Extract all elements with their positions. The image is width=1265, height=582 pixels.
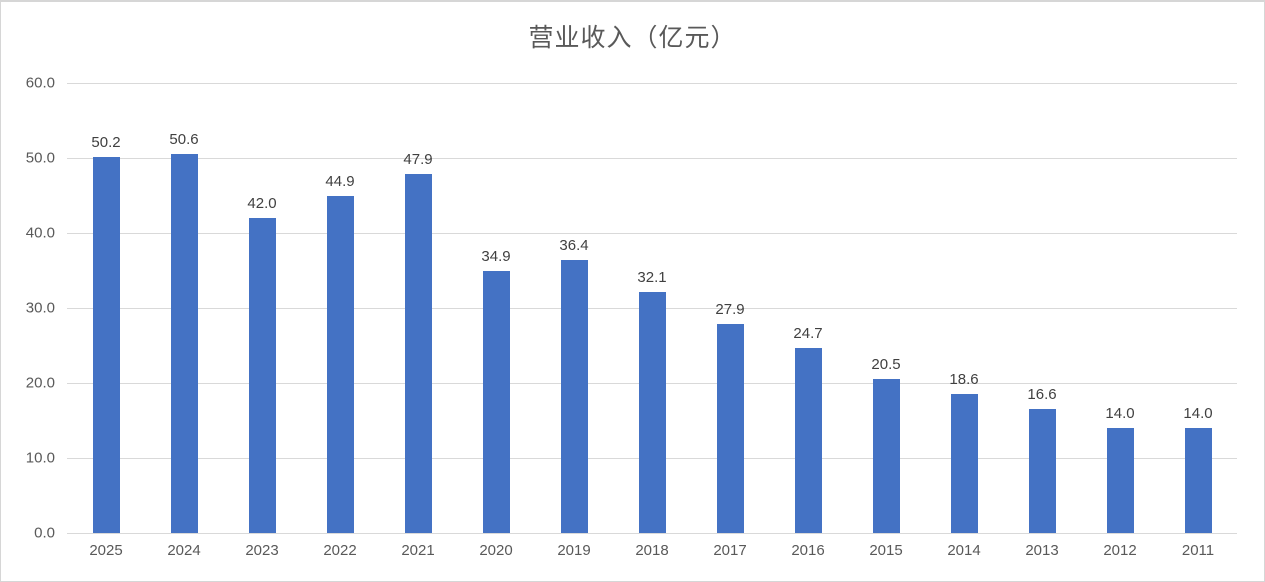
bar bbox=[638, 292, 666, 533]
x-axis-tick-label: 2024 bbox=[167, 542, 201, 559]
bar-group: 50.6 bbox=[145, 83, 223, 533]
bar-value-label: 47.9 bbox=[403, 150, 433, 168]
bar-group: 20.5 bbox=[847, 83, 925, 533]
bar bbox=[1106, 428, 1134, 533]
gridline bbox=[67, 157, 1237, 159]
y-axis-tick-label: 0.0 bbox=[34, 524, 55, 542]
x-axis: 2025 2024 2023 2022 2021 2020 2019 2018 2017 2016… bbox=[67, 542, 1237, 566]
bar-value-label: 14.0 bbox=[1183, 405, 1213, 422]
x-axis-tick-label: 2017 bbox=[713, 542, 747, 559]
bar-value-label: 27.9 bbox=[715, 300, 745, 318]
bar bbox=[92, 156, 120, 533]
bar-value-label: 50.2 bbox=[91, 133, 121, 151]
x-axis-tick-label: 2022 bbox=[323, 542, 357, 559]
bar bbox=[1028, 408, 1056, 533]
bar bbox=[170, 153, 198, 533]
y-axis-tick-label: 20.0 bbox=[25, 374, 55, 392]
bar bbox=[404, 173, 432, 533]
y-axis-tick-label: 30.0 bbox=[25, 299, 55, 317]
bar bbox=[482, 271, 510, 533]
bar-group: 14.0 bbox=[1159, 83, 1237, 533]
x-axis-tick-label: 2021 bbox=[401, 542, 435, 559]
bar-value-label: 20.5 bbox=[871, 356, 901, 374]
x-axis-tick-label: 2015 bbox=[869, 542, 903, 559]
x-axis-tick-label: 2011 bbox=[1181, 542, 1215, 559]
y-axis-tick-label: 60.0 bbox=[25, 74, 55, 92]
gridline bbox=[67, 83, 1237, 84]
x-axis-tick-label: 2012 bbox=[1103, 542, 1137, 559]
bar-value-label: 16.6 bbox=[1027, 385, 1057, 403]
y-axis-tick-label: 40.0 bbox=[25, 224, 55, 242]
bar-group: 36.4 bbox=[535, 83, 613, 533]
bar bbox=[248, 218, 276, 533]
bar-group: 34.9 bbox=[457, 83, 535, 533]
x-axis-tick-label: 2020 bbox=[479, 542, 513, 559]
y-axis: 60.0 50.0 40.0 30.0 20.0 10.0 0.0 bbox=[1, 75, 59, 542]
bar-value-label: 24.7 bbox=[793, 324, 823, 342]
x-axis-tick-label: 2014 bbox=[947, 542, 981, 559]
x-axis-tick-label: 2018 bbox=[635, 542, 669, 559]
bar-group: 16.6 bbox=[1003, 83, 1081, 533]
bar-value-label: 14.0 bbox=[1105, 405, 1135, 422]
x-axis-tick-label: 2023 bbox=[245, 542, 279, 559]
bar-value-label: 32.1 bbox=[637, 269, 667, 287]
bar-group: 32.1 bbox=[613, 83, 691, 533]
bars-row: 50.2 50.6 42.0 44.9 47.9 34.9 36.4 32.1 27.9 24.7… bbox=[67, 83, 1237, 533]
x-axis-tick-label: 2016 bbox=[791, 542, 825, 559]
bar bbox=[950, 393, 978, 533]
bar bbox=[716, 323, 744, 533]
bar-value-label: 50.6 bbox=[169, 130, 199, 148]
bar-group: 50.2 bbox=[67, 83, 145, 533]
bar-group: 24.7 bbox=[769, 83, 847, 533]
bar bbox=[560, 260, 588, 533]
bar-value-label: 18.6 bbox=[949, 370, 979, 388]
bar-value-label: 44.9 bbox=[325, 173, 355, 191]
x-axis-tick-label: 2013 bbox=[1025, 542, 1059, 559]
bar-group: 42.0 bbox=[223, 83, 301, 533]
y-axis-tick-label: 50.0 bbox=[25, 149, 55, 167]
bar bbox=[872, 379, 900, 533]
bar-group: 14.0 bbox=[1081, 83, 1159, 533]
bar-group: 47.9 bbox=[379, 83, 457, 533]
bar-value-label: 36.4 bbox=[559, 237, 589, 254]
bar bbox=[326, 196, 354, 533]
bar bbox=[1184, 428, 1212, 533]
chart-title: 营业收入（亿元） bbox=[528, 24, 737, 52]
bar-group: 44.9 bbox=[301, 83, 379, 533]
gridline bbox=[67, 533, 1237, 534]
bar-value-label: 34.9 bbox=[481, 248, 511, 266]
x-axis-tick-label: 2019 bbox=[557, 542, 591, 559]
bar bbox=[794, 347, 822, 533]
y-axis-tick-label: 10.0 bbox=[25, 449, 55, 467]
bar-group: 27.9 bbox=[691, 83, 769, 533]
bar-value-label: 42.0 bbox=[247, 195, 277, 212]
plot-area: 50.2 50.6 42.0 44.9 47.9 34.9 36.4 32.1 27.9 24.7… bbox=[67, 83, 1237, 534]
gridline bbox=[67, 232, 1237, 234]
x-axis-tick-label: 2025 bbox=[89, 542, 123, 559]
bar-group: 18.6 bbox=[925, 83, 1003, 533]
